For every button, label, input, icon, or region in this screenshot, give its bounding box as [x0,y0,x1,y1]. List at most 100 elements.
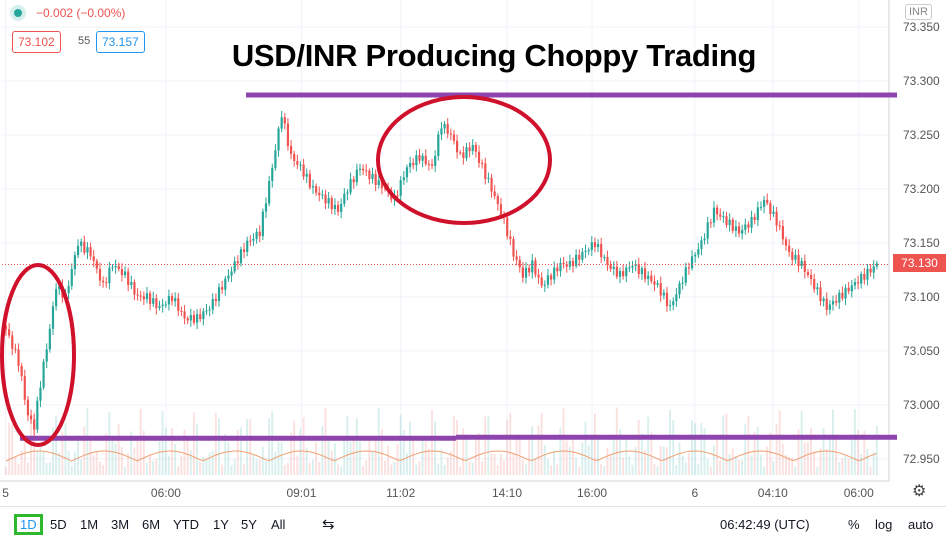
range-1m-button[interactable]: 1M [80,517,99,532]
candle-body [362,168,365,171]
range-6m-button[interactable]: 6M [142,517,161,532]
volume-bar [218,418,220,475]
volume-bar [716,438,718,475]
auto-toggle[interactable]: auto [908,517,934,532]
volume-bar [803,442,806,475]
candle-body [462,152,465,159]
candle-body [656,283,659,285]
candle-body [358,168,362,170]
candle-body [155,298,158,309]
volume-bar [446,457,449,475]
volume-bar [772,461,775,475]
currency-label[interactable]: INR [905,4,932,20]
volume-bar [462,428,465,475]
volume-bar [51,427,54,475]
candle-body [813,279,816,290]
log-toggle[interactable]: log [875,517,893,532]
volume-bar [484,416,487,475]
candle-body [643,268,647,279]
candle-body [744,224,747,230]
candle-body [609,264,612,269]
volume-bar [327,439,330,475]
volume-bar [550,465,552,475]
candle-body [825,298,828,310]
volume-bar [274,451,277,475]
volume-bar [487,415,490,475]
volume-bar [872,451,875,475]
candle-body [781,226,784,240]
candle-body [531,260,534,273]
volume-bar [810,427,812,475]
volume-bar [105,433,108,475]
candle-body [355,169,358,183]
candle-body [98,268,102,281]
volume-bar [521,459,524,475]
volume-bar [337,464,339,475]
candle-body [434,156,437,166]
candle-body [800,261,803,267]
candle-body [769,203,772,214]
candle-body [440,128,443,135]
candle-body [571,260,575,267]
candle-body [672,301,675,306]
ask-box[interactable]: 73.157 [96,31,145,53]
candle-body [456,140,459,153]
x-tick-label: 06:00 [844,486,874,500]
range-5d-button[interactable]: 5D [50,517,67,532]
candle-body [415,155,418,166]
range-5y-button[interactable]: 5Y [241,517,257,532]
candle-body [465,147,468,159]
volume-bar [512,453,515,475]
candle-body [838,292,841,303]
volume-bar [399,414,402,475]
range-ytd-button[interactable]: YTD [173,517,199,532]
volume-bar [205,459,208,475]
volume-bar [286,462,289,475]
compare-icon[interactable]: ⇆ [322,516,335,533]
candle-body [665,292,669,307]
candle-body [108,267,111,284]
range-1d-button[interactable]: 1D [14,514,43,535]
volume-bar [678,442,681,475]
percent-toggle[interactable]: % [848,517,860,532]
candle-body [105,282,108,284]
volume-bar [712,445,715,475]
volume-bar [142,430,145,475]
candle-body [299,164,302,166]
candle-body [669,305,672,307]
candle-body [380,180,384,188]
candle-body [227,275,230,279]
volume-bar [606,447,609,475]
volume-bar [346,416,349,475]
volume-bar [575,457,578,475]
candle-body [797,254,800,267]
range-all-button[interactable]: All [271,517,286,532]
range-3m-button[interactable]: 3M [111,517,130,532]
volume-bar [788,456,791,475]
candle-body [117,266,120,270]
candle-body [518,259,521,268]
candle-body [869,268,872,273]
candle-body [484,163,487,179]
volume-bar [431,410,433,475]
candle-body [76,245,80,256]
candle-body [819,287,822,302]
legend: −0.002 (−0.00%) [14,6,125,20]
candle-body [872,266,875,273]
bid-box[interactable]: 73.102 [12,31,61,53]
range-1y-button[interactable]: 1Y [213,517,229,532]
candle-body [653,281,656,285]
x-tick-label: 6 [692,486,699,500]
volume-bar [387,445,390,475]
gear-icon[interactable]: ⚙ [912,483,927,500]
volume-bar [625,438,628,475]
candle-body [756,207,759,221]
live-dot-icon [14,9,22,17]
volume-bar [177,466,180,475]
candle-body [546,275,550,285]
y-tick-label: 73.200 [903,182,940,196]
volume-bar [759,454,762,475]
price-chart[interactable]: 73.350 73.300 73.250 73.200 73.150 73.100 73.0… [0,0,946,506]
candle-body [221,287,224,290]
candle-body [264,203,268,212]
